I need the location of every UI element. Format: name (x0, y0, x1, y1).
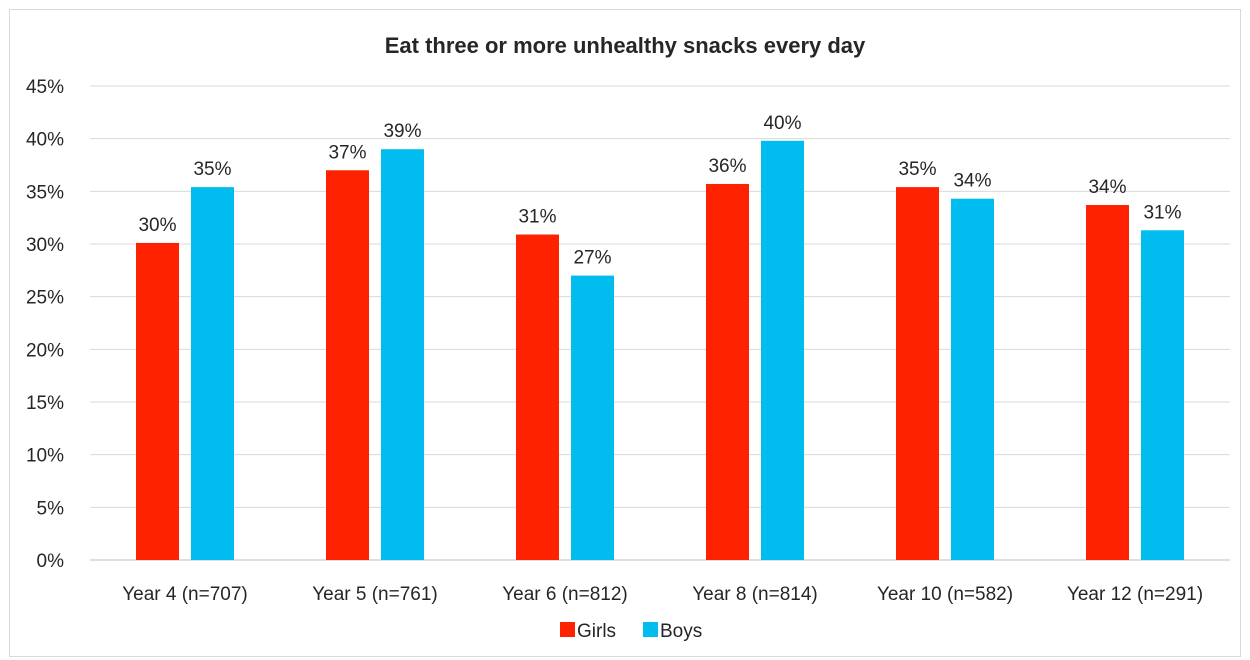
y-tick-label: 40% (26, 130, 64, 151)
x-tick-label: Year 12 (n=291) (1067, 584, 1203, 605)
data-label-girls-4: 35% (898, 159, 936, 180)
bars (136, 140, 1184, 561)
bar-girls-0 (136, 242, 179, 561)
x-tick-label: Year 8 (n=814) (692, 584, 818, 605)
bar-girls-1 (326, 170, 369, 560)
x-tick-label: Year 6 (n=812) (502, 584, 628, 605)
data-label-girls-0: 30% (138, 215, 176, 236)
x-tick-label: Year 4 (n=707) (122, 584, 248, 605)
x-axis-ticks: Year 4 (n=707) Year 5 (n=761) Year 6 (n=81… (122, 584, 1203, 605)
bar-boys-4 (951, 198, 994, 560)
chart-title: Eat three or more unhealthy snacks every… (385, 33, 866, 58)
y-tick-label: 35% (26, 182, 64, 203)
gridlines (90, 85, 1230, 561)
bar-girls-2 (516, 234, 559, 560)
data-label-girls-3: 36% (708, 156, 746, 177)
bar-boys-1 (381, 149, 424, 560)
y-tick-label: 45% (26, 77, 64, 98)
data-label-girls-2: 31% (518, 207, 556, 228)
y-tick-label: 10% (26, 446, 64, 467)
bar-boys-2 (571, 275, 614, 560)
y-axis-ticks: 0% 5% 10% 15% 20% 25% 30% 35% 40% 45% (26, 77, 64, 572)
data-label-boys-2: 27% (573, 248, 611, 269)
x-tick-label: Year 5 (n=761) (312, 584, 438, 605)
bar-boys-3 (761, 140, 804, 561)
data-label-boys-3: 40% (763, 113, 801, 134)
legend: Girls Boys (560, 621, 702, 642)
y-tick-label: 5% (37, 498, 65, 519)
y-tick-label: 30% (26, 235, 64, 256)
bar-boys-5 (1141, 230, 1184, 560)
x-tick-label: Year 10 (n=582) (877, 584, 1013, 605)
legend-label-girls: Girls (577, 621, 616, 642)
data-label-boys-0: 35% (193, 159, 231, 180)
legend-swatch-boys (643, 622, 658, 637)
y-tick-label: 25% (26, 288, 64, 309)
bar-girls-4 (896, 187, 939, 560)
data-label-girls-5: 34% (1088, 177, 1126, 198)
bar-girls-3 (706, 183, 749, 560)
data-label-boys-5: 31% (1143, 202, 1181, 223)
bar-girls-5 (1086, 205, 1129, 560)
legend-label-boys: Boys (660, 621, 702, 642)
data-labels: 30% 35% 37% 39% 31% 27% 36% 40% 35% 34% 34% 31% (138, 113, 1181, 269)
bar-boys-0 (191, 187, 234, 560)
data-label-boys-4: 34% (953, 171, 991, 192)
y-tick-label: 20% (26, 340, 64, 361)
data-label-boys-1: 39% (383, 121, 421, 142)
y-tick-label: 0% (37, 551, 65, 572)
y-tick-label: 15% (26, 393, 64, 414)
data-label-girls-1: 37% (328, 142, 366, 163)
legend-swatch-girls (560, 622, 575, 637)
